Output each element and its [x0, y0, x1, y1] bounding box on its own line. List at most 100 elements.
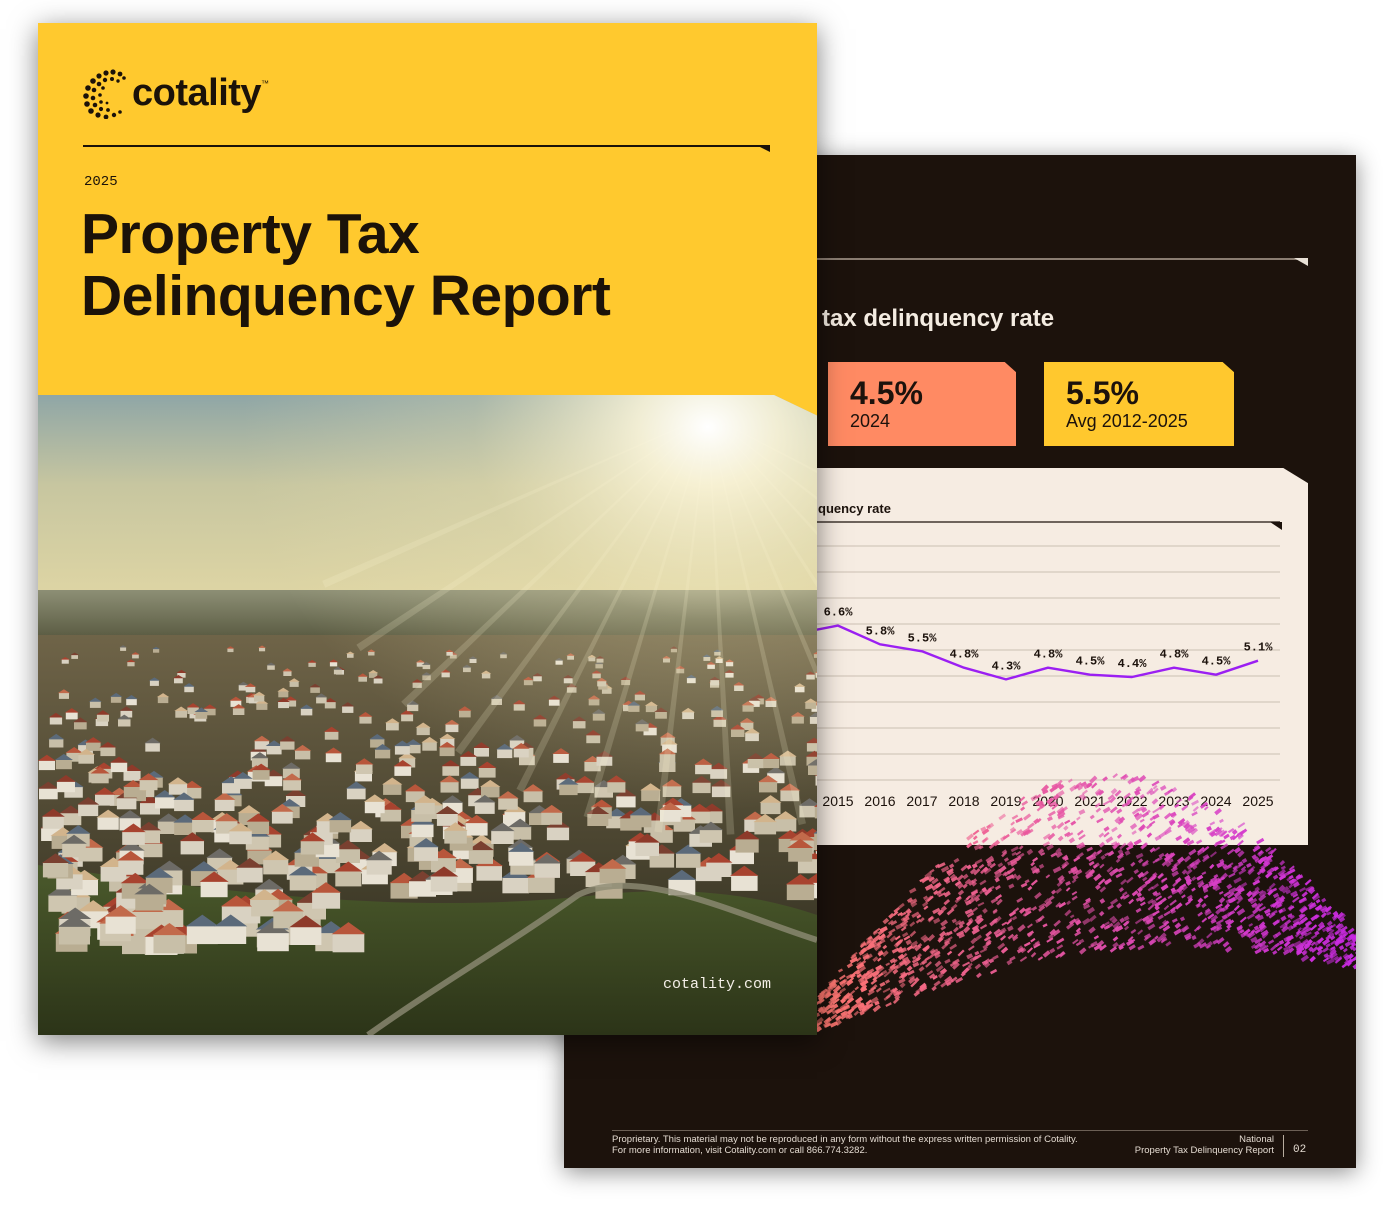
data-label: 4.4% [1118, 657, 1148, 671]
particle [1076, 842, 1085, 849]
particle [1272, 874, 1279, 880]
particle [1074, 930, 1082, 937]
particle [1233, 904, 1240, 912]
particle [902, 956, 910, 963]
particle [839, 979, 847, 986]
cover-page: cotality ™ 2025 Property Tax Delinquency… [38, 23, 817, 1035]
particle [1191, 811, 1198, 817]
particle [1110, 841, 1118, 846]
particle [1287, 904, 1295, 912]
particle [859, 1002, 865, 1008]
particle [1254, 928, 1261, 935]
particle [1065, 887, 1071, 892]
particle [1167, 858, 1174, 864]
particle [1031, 906, 1038, 912]
particle [1240, 865, 1247, 871]
particle [1022, 909, 1030, 917]
particle [861, 986, 867, 992]
particle [1009, 955, 1016, 962]
particle [1233, 864, 1241, 871]
particle [1267, 849, 1274, 855]
particle [1113, 842, 1121, 849]
particle [1146, 832, 1153, 838]
particle [983, 867, 992, 875]
particle [903, 935, 911, 941]
particle [1126, 876, 1134, 884]
particle [998, 813, 1007, 821]
particle [1059, 951, 1066, 957]
particle [866, 935, 874, 943]
particle [1042, 789, 1049, 795]
particle [1137, 871, 1145, 879]
particle [1051, 803, 1059, 810]
particle [1265, 871, 1273, 879]
particle [1210, 914, 1219, 922]
particle [892, 910, 899, 916]
particle [1354, 934, 1356, 940]
particle [948, 863, 955, 869]
particle [1317, 924, 1326, 931]
particle [965, 899, 972, 906]
particle [1098, 789, 1105, 796]
particle [1157, 914, 1164, 920]
particle [1258, 906, 1267, 912]
particle [865, 953, 873, 960]
particle [1236, 924, 1244, 931]
particle [1134, 790, 1141, 796]
particle [1163, 920, 1170, 926]
particle [901, 922, 908, 929]
particle [1084, 868, 1093, 876]
particle [1009, 911, 1017, 917]
particle [1246, 890, 1253, 898]
particle [1171, 889, 1179, 895]
particle [1315, 898, 1321, 904]
particle [1142, 876, 1148, 882]
particle [1314, 930, 1320, 936]
particle [1196, 938, 1205, 946]
particle [1185, 935, 1192, 941]
particle [1268, 939, 1275, 945]
particle [1049, 785, 1058, 793]
particle [1276, 901, 1282, 907]
particle [957, 949, 965, 957]
particle [1051, 824, 1057, 830]
data-label: 6.6% [824, 606, 854, 620]
particle [879, 925, 888, 933]
particle [1044, 900, 1053, 908]
particle [1351, 933, 1356, 940]
particle [1058, 784, 1065, 790]
particle [1052, 866, 1062, 874]
particle [943, 898, 951, 906]
x-tick-label: 2019 [990, 793, 1021, 809]
particle [1156, 935, 1164, 943]
particle [983, 961, 991, 969]
particle [940, 865, 950, 873]
particle [1007, 925, 1014, 932]
particle [1154, 905, 1160, 911]
particle [1349, 944, 1356, 951]
particle [954, 880, 962, 887]
particle [853, 1010, 860, 1016]
particle [1301, 949, 1308, 956]
particle [1330, 923, 1337, 929]
particle [1202, 888, 1209, 893]
particle [1278, 907, 1287, 914]
particle [1023, 941, 1031, 947]
particle [888, 928, 896, 935]
particle [1263, 947, 1270, 953]
particle [934, 882, 942, 889]
particle [1037, 915, 1045, 922]
particle [1068, 837, 1076, 844]
particle [1321, 897, 1327, 903]
particle [900, 916, 907, 922]
particle [1161, 859, 1170, 867]
particle [1338, 935, 1344, 940]
particle [897, 912, 903, 917]
particle [1149, 847, 1156, 853]
particle [1037, 848, 1045, 855]
particle [1117, 866, 1125, 873]
particle [1346, 961, 1352, 967]
particle [1257, 857, 1265, 865]
particle [1302, 938, 1309, 945]
particle [1181, 884, 1188, 892]
